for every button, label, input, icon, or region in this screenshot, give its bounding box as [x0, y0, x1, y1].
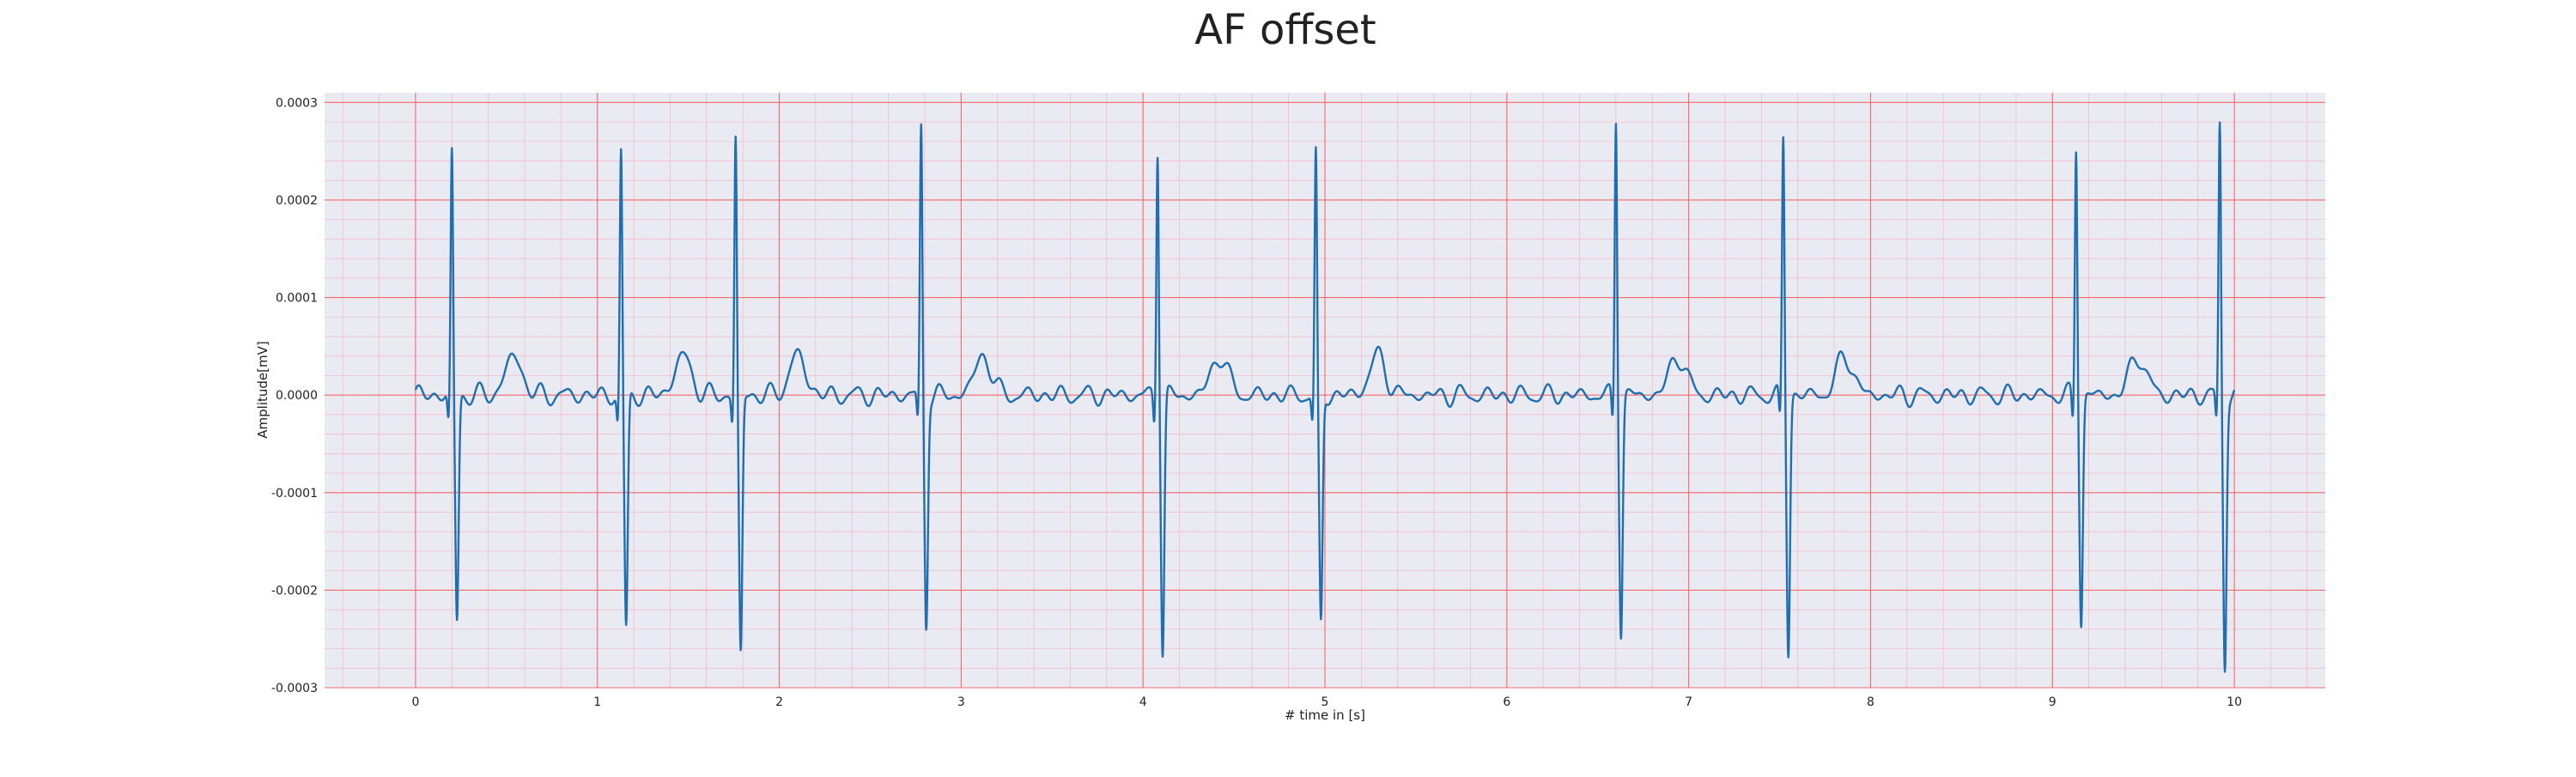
x-tick-label: 3	[957, 695, 965, 709]
chart-title: AF offset	[1194, 6, 1376, 54]
x-tick-label: 8	[1867, 695, 1874, 709]
y-tick-label: -0.0001	[271, 487, 318, 501]
y-tick-label: 0.0002	[276, 194, 318, 208]
x-tick-label: 10	[2227, 695, 2242, 709]
x-tick-label: 7	[1685, 695, 1692, 709]
x-tick-label: 9	[2049, 695, 2057, 709]
x-tick-label: 2	[775, 695, 783, 709]
x-tick-label: 4	[1139, 695, 1147, 709]
y-tick-label: 0.0000	[276, 389, 318, 403]
x-axis-label: # time in [s]	[1285, 707, 1365, 723]
y-tick-label: 0.0001	[276, 292, 318, 306]
y-axis-label: Amplitude[mV]	[255, 341, 270, 438]
x-tick-label: 6	[1503, 695, 1510, 709]
y-tick-label: -0.0002	[271, 584, 318, 598]
y-tick-label: -0.0003	[271, 682, 318, 695]
x-tick-label: 1	[593, 695, 601, 709]
y-tick-label: 0.0003	[276, 96, 318, 110]
x-tick-label: 0	[411, 695, 419, 709]
